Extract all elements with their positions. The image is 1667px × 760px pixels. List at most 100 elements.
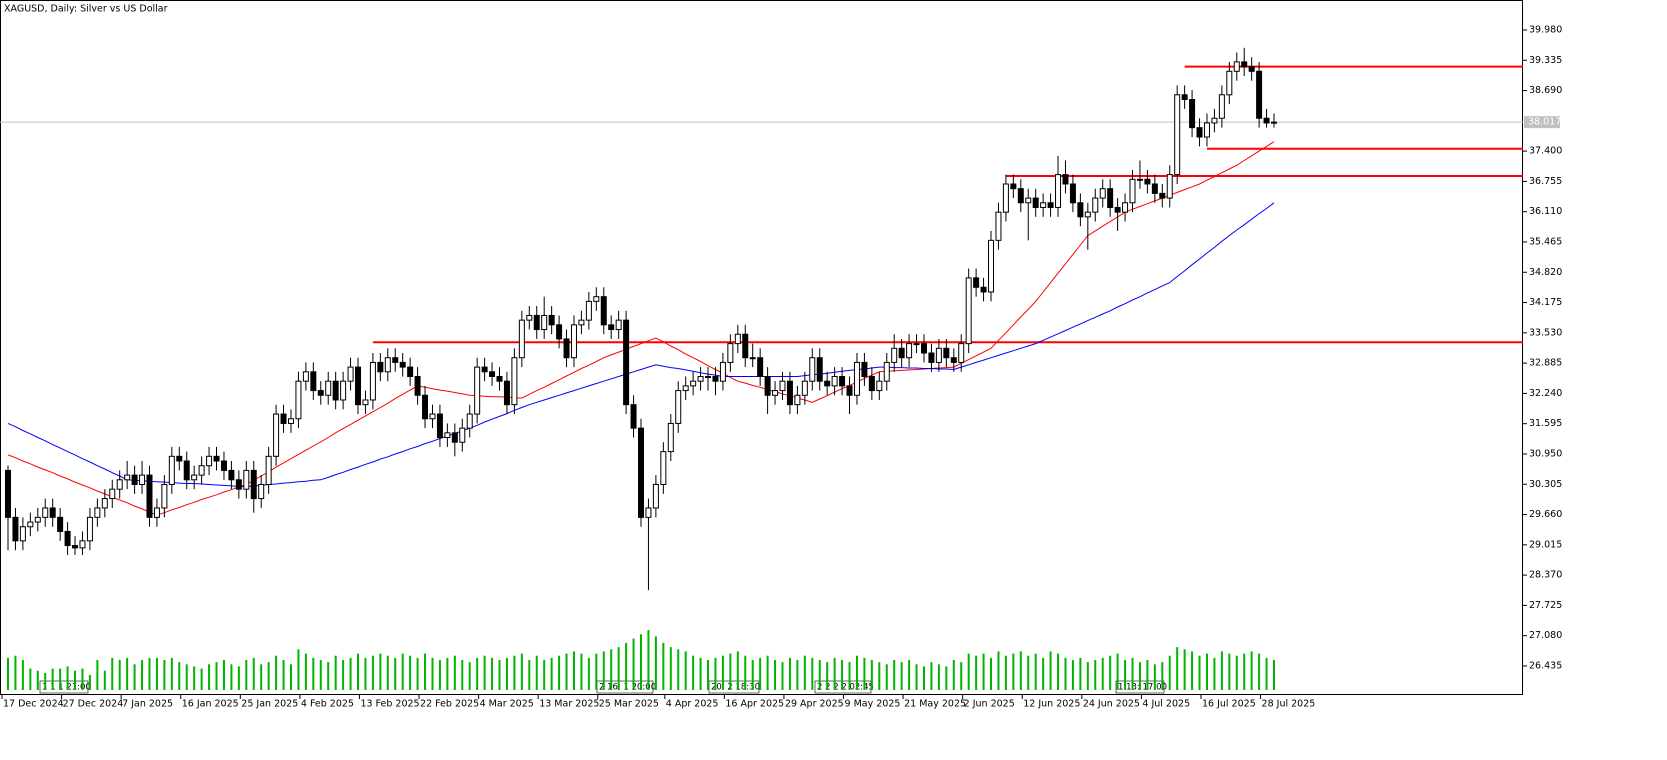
candle-body	[414, 375, 421, 396]
y-tick-label: 37.400	[1529, 146, 1562, 157]
volume-bar	[200, 668, 203, 690]
volume-bar	[572, 651, 575, 690]
x-tick-label: 28 Jul 2025	[1262, 699, 1316, 710]
volume-bar	[900, 662, 903, 690]
volume-bar	[185, 664, 188, 690]
volume-bar	[654, 636, 657, 690]
candle-body	[1226, 70, 1233, 96]
candle-body	[139, 474, 146, 485]
volume-bar	[491, 657, 494, 690]
x-tick-label: 25 Jan 2025	[241, 699, 298, 710]
candle-body	[630, 404, 637, 429]
candle-body	[265, 455, 272, 485]
x-tick-label: 4 Feb 2025	[301, 699, 354, 710]
volume-bar	[237, 666, 240, 690]
candle-body	[1062, 174, 1069, 185]
volume-bar	[1168, 655, 1171, 690]
volume-bar	[81, 668, 84, 690]
candle-body	[1084, 211, 1091, 218]
candle-body	[980, 286, 987, 293]
volume-bar	[222, 660, 225, 690]
volume-bar	[141, 660, 144, 690]
candle-body	[913, 343, 920, 346]
candle-body	[1263, 117, 1270, 124]
candle-body	[340, 380, 347, 401]
y-tick-label: 30.305	[1529, 479, 1562, 490]
volume-bar	[587, 657, 590, 690]
candle-body	[42, 507, 49, 518]
candle-body	[1136, 178, 1143, 181]
x-tick-label: 13 Mar 2025	[539, 699, 599, 710]
volume-bar	[1131, 657, 1134, 690]
volume-bar	[1071, 660, 1074, 690]
volume-bar	[349, 657, 352, 690]
candle-body	[436, 413, 443, 439]
candle-body	[369, 361, 376, 401]
volume-bar	[118, 660, 121, 690]
candle-body	[1159, 192, 1166, 199]
x-tick-label: 17 Dec 2024	[3, 699, 64, 710]
candle-body	[861, 361, 868, 377]
candle-body	[258, 483, 265, 500]
candle-body	[302, 371, 309, 382]
volume-bar	[215, 662, 218, 690]
candle-body	[876, 380, 883, 392]
candle-body	[183, 460, 190, 481]
volume-bar	[848, 662, 851, 690]
y-tick-label: 29.660	[1529, 509, 1562, 520]
candle-body	[772, 390, 779, 396]
volume-bar	[1027, 655, 1030, 690]
volume-bar	[357, 653, 360, 690]
candle-body	[570, 324, 577, 359]
volume-bar	[692, 655, 695, 690]
volume-bar	[707, 660, 710, 690]
candle-body	[1107, 188, 1114, 208]
candle-body	[1047, 202, 1054, 208]
candle-body	[325, 380, 332, 396]
volume-bar	[1258, 653, 1261, 690]
volume-bar	[617, 647, 620, 690]
candle-body	[362, 399, 369, 406]
candle-body	[943, 347, 950, 359]
candle-body	[958, 343, 965, 363]
y-tick-label: 27.080	[1529, 630, 1562, 641]
candle-body	[801, 380, 808, 396]
volume-bar	[893, 660, 896, 690]
y-tick-label: 33.530	[1529, 327, 1562, 338]
x-tick-label: 4 Mar 2025	[480, 699, 534, 710]
volume-bar	[967, 653, 970, 690]
candle-body	[124, 474, 131, 481]
volume-bar	[1198, 655, 1201, 690]
y-tick-label: 26.435	[1529, 660, 1562, 671]
candle-body	[474, 366, 481, 415]
volume-bar	[990, 657, 993, 690]
candle-body	[667, 422, 674, 453]
volume-bar	[245, 660, 248, 690]
volume-bar	[1191, 651, 1194, 690]
volume-bar	[833, 657, 836, 690]
candle-body	[727, 343, 734, 363]
candle-body	[578, 319, 585, 326]
volume-bar	[1064, 657, 1067, 690]
candle-body	[779, 380, 786, 392]
volume-bar	[855, 655, 858, 690]
candle-body	[466, 413, 473, 429]
volume-bar	[1153, 664, 1156, 690]
y-tick-label: 39.980	[1529, 24, 1562, 35]
candle-body	[176, 455, 183, 462]
candle-body	[988, 239, 995, 293]
volume-bar	[111, 657, 114, 690]
candle-body	[1211, 117, 1218, 124]
volume-bar	[319, 660, 322, 690]
time-marker: 20: 2 18:30	[711, 683, 760, 693]
volume-bar	[1086, 662, 1089, 690]
volume-bar	[416, 657, 419, 690]
candle-body	[533, 314, 540, 331]
volume-bar	[342, 660, 345, 690]
candle-body	[27, 521, 34, 528]
candle-body	[1181, 94, 1188, 100]
candle-body	[1144, 178, 1151, 185]
volume-bar	[885, 664, 888, 690]
candle-body	[131, 474, 138, 485]
volume-bar	[669, 647, 672, 690]
